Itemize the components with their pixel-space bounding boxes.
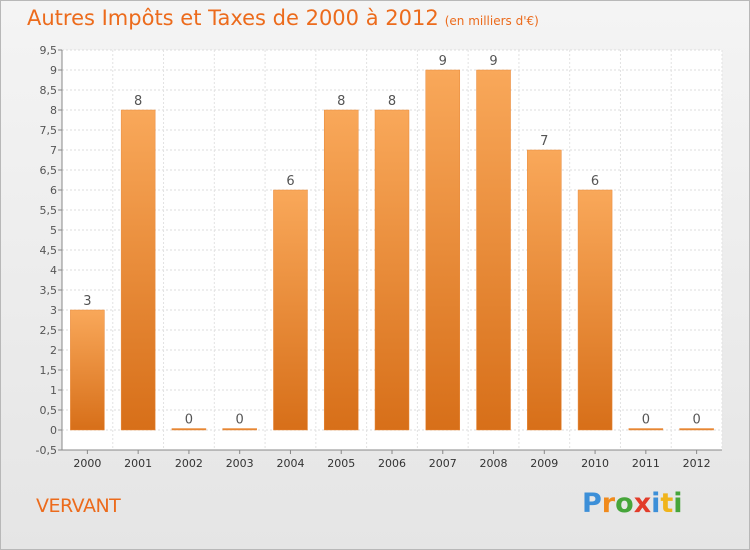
bar <box>273 189 308 431</box>
bar <box>628 428 664 431</box>
bar <box>323 109 359 431</box>
chart-unit: (en milliers d'€) <box>444 14 539 28</box>
y-tick-label: 8 <box>50 104 57 117</box>
data-label: 0 <box>185 413 193 428</box>
bar <box>476 69 511 431</box>
x-tick-label: 2001 <box>124 457 152 470</box>
chart-title: Autres Impôts et Taxes de 2000 à 2012 (en… <box>27 6 539 30</box>
x-tick-label: 2010 <box>581 457 609 470</box>
y-tick-label: 5,5 <box>40 204 58 217</box>
y-tick-label: 0 <box>50 424 57 437</box>
data-label: 9 <box>489 54 497 69</box>
bar <box>679 428 714 431</box>
bar <box>577 189 613 431</box>
bar <box>425 69 461 431</box>
data-label: 8 <box>388 94 396 109</box>
y-tick-label: 4,5 <box>40 244 58 257</box>
bar <box>70 309 105 431</box>
data-label: 0 <box>236 413 244 428</box>
x-tick-label: 2006 <box>378 457 406 470</box>
x-tick-label: 2011 <box>632 457 660 470</box>
x-tick-label: 2003 <box>226 457 254 470</box>
bar <box>171 428 207 431</box>
data-label: 8 <box>337 94 345 109</box>
x-tick-label: 2005 <box>327 457 355 470</box>
y-tick-label: 6 <box>50 184 57 197</box>
y-tick-label: 5 <box>50 224 57 237</box>
y-tick-label: 0,5 <box>40 404 58 417</box>
x-tick-label: 2002 <box>175 457 203 470</box>
proxiti-logo: Proxiti <box>582 488 683 519</box>
data-label: 9 <box>439 54 447 69</box>
bar <box>527 149 562 431</box>
y-tick-label: 7,5 <box>40 124 58 137</box>
y-tick-label: 1,5 <box>40 364 58 377</box>
y-tick-label: 9 <box>50 64 57 77</box>
data-label: 8 <box>134 94 142 109</box>
y-tick-label: 1 <box>50 384 57 397</box>
data-label: 6 <box>286 174 294 189</box>
data-label: 3 <box>83 294 91 309</box>
x-tick-label: 2004 <box>276 457 304 470</box>
bar <box>222 428 257 431</box>
x-tick-label: 2007 <box>429 457 457 470</box>
y-tick-label: 8,5 <box>40 84 58 97</box>
y-tick-label: 6,5 <box>40 164 58 177</box>
bar <box>120 109 156 431</box>
y-tick-label: 9,5 <box>40 44 58 57</box>
data-label: 0 <box>692 413 700 428</box>
y-tick-label: -0,5 <box>36 444 57 457</box>
bar <box>374 109 410 431</box>
y-tick-label: 2,5 <box>40 324 58 337</box>
y-tick-label: 3 <box>50 304 57 317</box>
place-name: VERVANT <box>36 495 121 517</box>
data-label: 7 <box>540 134 548 149</box>
x-tick-label: 2008 <box>480 457 508 470</box>
y-tick-label: 7 <box>50 144 57 157</box>
chart-title-text: Autres Impôts et Taxes de 2000 à 2012 <box>27 6 439 30</box>
y-tick-label: 3,5 <box>40 284 58 297</box>
y-tick-label: 4 <box>50 264 57 277</box>
data-label: 6 <box>591 174 599 189</box>
y-tick-label: 2 <box>50 344 57 357</box>
x-tick-label: 2012 <box>683 457 711 470</box>
x-tick-label: 2009 <box>530 457 558 470</box>
data-label: 0 <box>642 413 650 428</box>
x-tick-label: 2000 <box>73 457 101 470</box>
